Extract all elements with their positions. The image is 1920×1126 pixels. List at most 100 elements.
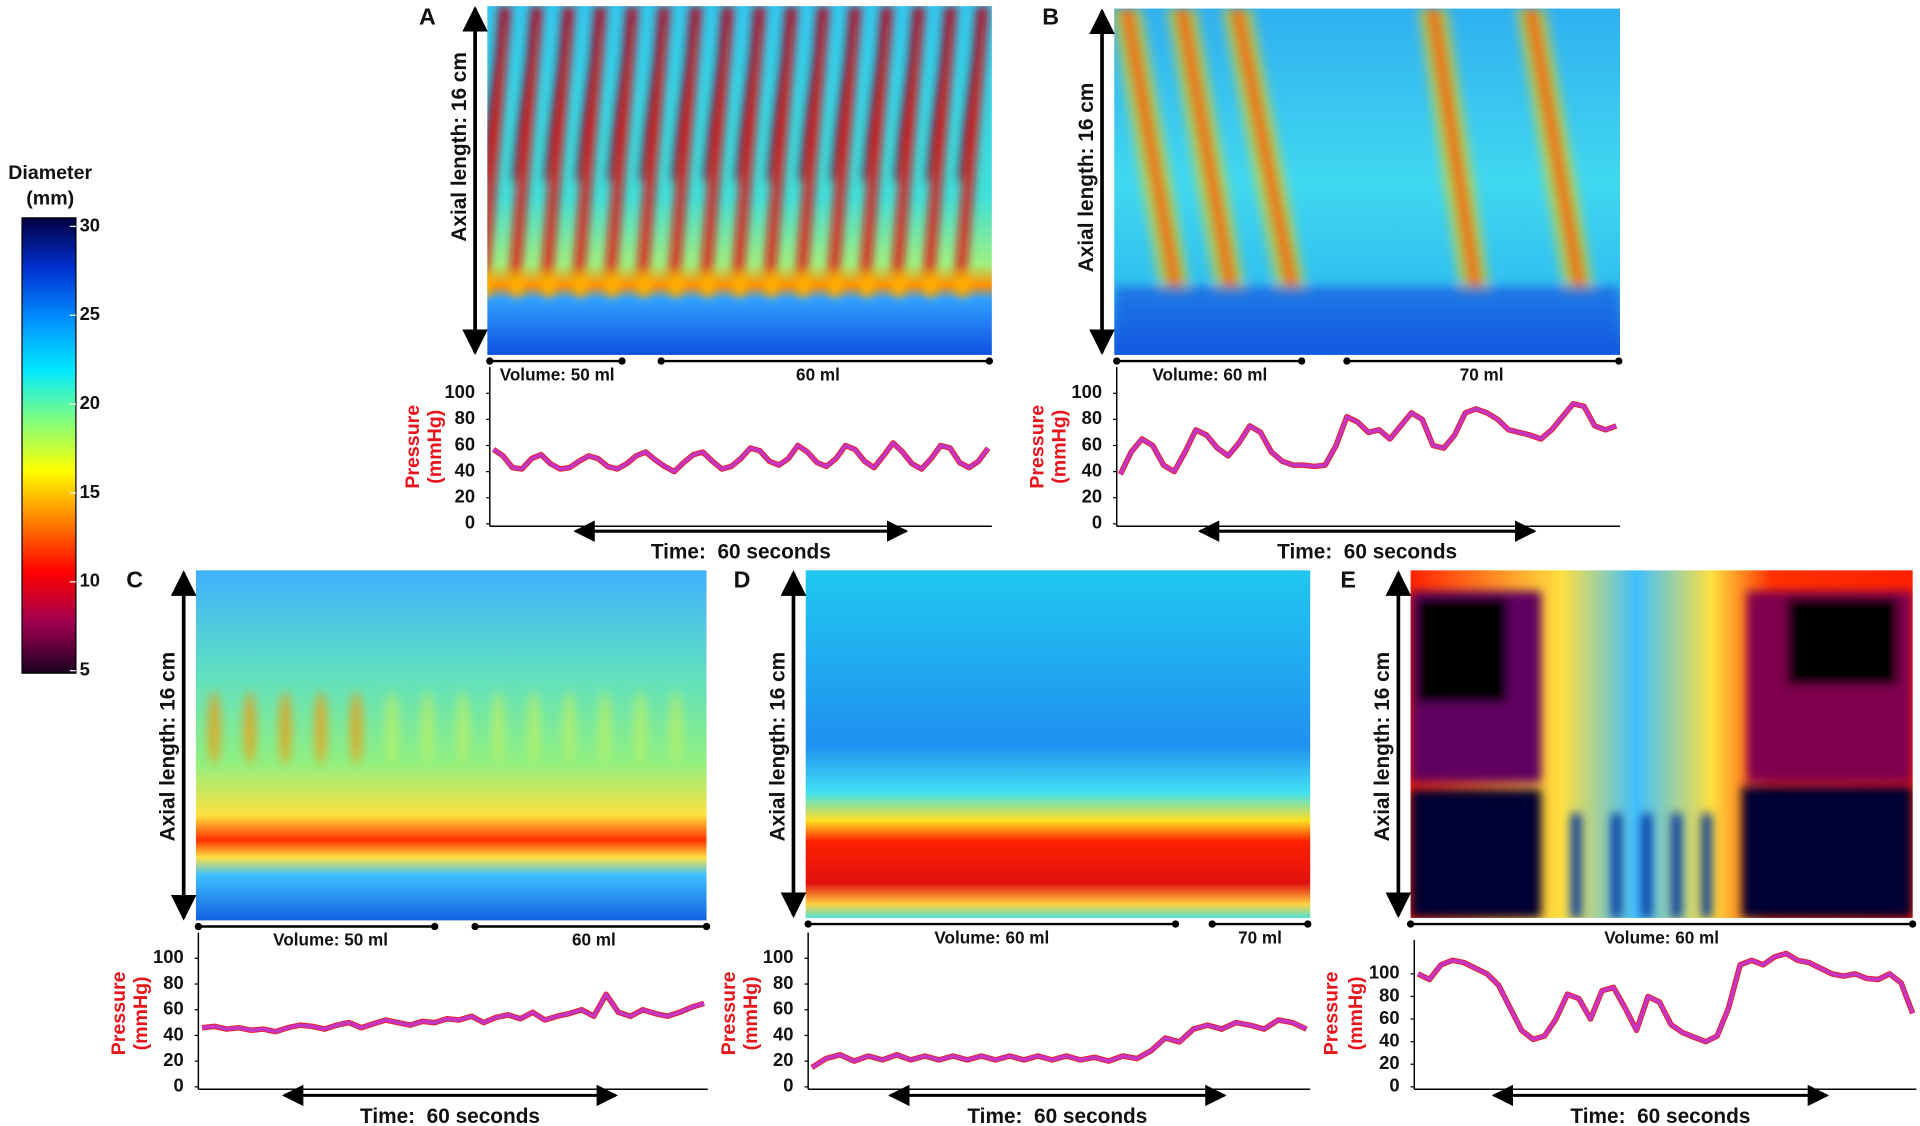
volume-label: Volume: 50 ml — [500, 364, 615, 384]
axial-label: Axial length: 16 cm — [448, 52, 471, 242]
stripe — [487, 6, 506, 152]
heatmap-base — [195, 570, 707, 921]
blob — [456, 691, 469, 765]
stripe — [575, 6, 602, 181]
stripe — [957, 6, 984, 181]
y-tick-label: 80 — [773, 972, 793, 993]
column — [1671, 813, 1682, 918]
volume-end — [431, 922, 439, 931]
column — [1571, 813, 1582, 918]
y-axis-label: (mmHg) — [1049, 410, 1071, 484]
volume-label: 70 ml — [1460, 364, 1504, 384]
y-tick-label: 20 — [773, 1049, 793, 1070]
stripe — [668, 6, 702, 286]
time-label: Time: 60 seconds — [360, 1105, 540, 1126]
stripe — [700, 6, 734, 286]
y-axis-label: (mmHg) — [1345, 976, 1367, 1050]
heatmap — [1114, 8, 1620, 355]
stripe — [1114, 8, 1192, 293]
y-tick-label: 20 — [1379, 1052, 1399, 1073]
blob — [668, 272, 684, 298]
blob — [541, 272, 556, 298]
y-axis-label: Pressure — [718, 971, 740, 1055]
stripe — [955, 6, 989, 286]
heatmap — [487, 6, 992, 355]
y-tick-label: 0 — [783, 1075, 793, 1096]
panel-letter: B — [1042, 4, 1059, 30]
y-tick-label: 0 — [1092, 512, 1102, 533]
stripe — [604, 6, 638, 286]
blob — [421, 691, 434, 765]
volume-label: Volume: 60 ml — [1152, 364, 1267, 384]
volume-end — [1615, 357, 1623, 365]
stripe — [702, 6, 729, 181]
volume-end — [1406, 920, 1415, 928]
y-tick-label: 60 — [455, 433, 475, 454]
volume-end — [1297, 357, 1306, 365]
volume-end — [702, 922, 711, 931]
stripe — [893, 6, 920, 181]
volume-end — [657, 357, 665, 365]
stripe — [639, 6, 665, 181]
pressure-line — [1118, 401, 1617, 476]
blob — [732, 272, 747, 298]
y-tick-label: 80 — [1082, 407, 1102, 428]
y-tick-label: 20 — [1082, 486, 1102, 507]
y-axis-label: Pressure — [1320, 971, 1342, 1055]
stripe — [925, 6, 952, 181]
blob — [314, 691, 327, 765]
stripe — [1514, 8, 1596, 293]
stripe — [541, 6, 575, 286]
volume-end — [1113, 357, 1121, 365]
stripe — [732, 6, 766, 286]
panel-letter: C — [126, 567, 143, 593]
stripe — [766, 6, 793, 181]
volume-label: Volume: 50 ml — [273, 930, 388, 950]
blob — [385, 691, 398, 765]
column — [1611, 813, 1622, 918]
stripe — [891, 6, 925, 286]
heatmap — [805, 570, 1311, 918]
colorbar-tick-label: 25 — [80, 303, 100, 324]
volume-end — [985, 357, 994, 365]
column — [1641, 813, 1652, 918]
y-axis-label: (mmHg) — [740, 976, 762, 1050]
pressure-line-shadow — [201, 991, 705, 1035]
time-label: Time: 60 seconds — [967, 1105, 1147, 1126]
y-tick-label: 40 — [1379, 1029, 1399, 1050]
stripe — [573, 6, 607, 286]
y-tick-label: 100 — [1071, 381, 1102, 402]
axial-label: Axial length: 16 cm — [1371, 652, 1394, 842]
stripe — [764, 6, 798, 286]
blob — [598, 691, 612, 765]
volume-end — [618, 357, 626, 365]
volume-label: 70 ml — [1238, 927, 1282, 947]
stripe — [1416, 8, 1492, 293]
blob — [795, 272, 811, 298]
blob — [955, 272, 970, 298]
stripe — [487, 6, 511, 286]
stripe — [734, 6, 761, 181]
blob — [563, 691, 576, 765]
stripe — [671, 6, 697, 181]
blob — [243, 691, 256, 765]
blob — [487, 273, 493, 297]
y-tick-label: 0 — [173, 1075, 183, 1096]
colorbar — [21, 217, 77, 674]
y-tick-label: 80 — [455, 407, 475, 428]
region — [1787, 598, 1898, 686]
volume-end — [1208, 920, 1216, 928]
heatmap — [1410, 570, 1913, 918]
blob — [634, 691, 647, 765]
blob — [859, 272, 875, 298]
y-tick-label: 100 — [153, 946, 184, 967]
volume-end — [1908, 920, 1917, 928]
blob — [350, 691, 363, 765]
stripe — [859, 6, 893, 286]
y-tick-label: 40 — [1082, 459, 1102, 480]
y-tick-label: 40 — [455, 459, 475, 480]
pressure-line — [492, 441, 990, 474]
panel-letter: D — [734, 567, 751, 593]
y-tick-label: 40 — [773, 1023, 793, 1044]
stripe — [1165, 8, 1247, 293]
